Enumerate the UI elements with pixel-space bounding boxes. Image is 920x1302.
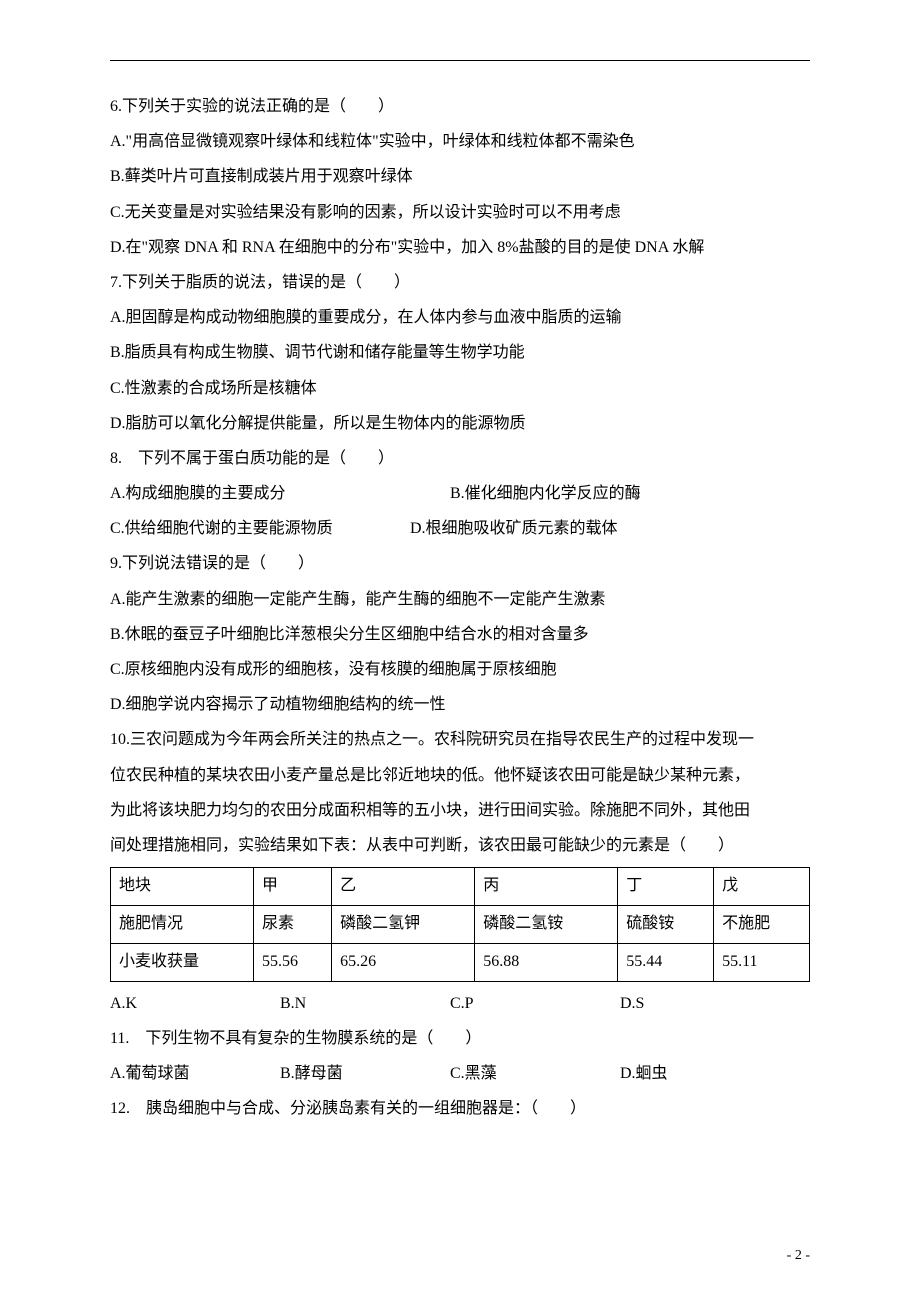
q12-stem: 12. 胰岛细胞中与合成、分泌胰岛素有关的一组细胞器是：（ ）	[110, 1091, 810, 1126]
table-cell: 丙	[475, 868, 618, 906]
q8-option-a: A.构成细胞膜的主要成分	[110, 476, 450, 511]
table-cell: 55.11	[714, 943, 810, 981]
page-number: - 2 -	[787, 1241, 810, 1272]
q9-option-d: D.细胞学说内容揭示了动植物细胞结构的统一性	[110, 687, 810, 722]
q7-stem: 7.下列关于脂质的说法，错误的是（ ）	[110, 265, 810, 300]
q9-option-a: A.能产生激素的细胞一定能产生酶，能产生酶的细胞不一定能产生激素	[110, 582, 810, 617]
table-cell: 磷酸二氢钾	[332, 905, 475, 943]
table-cell: 磷酸二氢铵	[475, 905, 618, 943]
q10-stem-line2: 位农民种植的某块农田小麦产量总是比邻近地块的低。他怀疑该农田可能是缺少某种元素，	[110, 758, 810, 793]
q11-stem: 11. 下列生物不具有复杂的生物膜系统的是（ ）	[110, 1021, 810, 1056]
top-rule	[110, 60, 810, 61]
q10-stem-line1: 10.三农问题成为今年两会所关注的热点之一。农科院研究员在指导农民生产的过程中发…	[110, 722, 810, 757]
q9-option-b: B.休眠的蚕豆子叶细胞比洋葱根尖分生区细胞中结合水的相对含量多	[110, 617, 810, 652]
table-cell: 乙	[332, 868, 475, 906]
q11-option-d: D.蛔虫	[620, 1056, 668, 1091]
table-cell: 甲	[254, 868, 332, 906]
table-cell: 硫酸铵	[618, 905, 714, 943]
table-row: 小麦收获量 55.56 65.26 56.88 55.44 55.11	[111, 943, 810, 981]
table-cell: 55.56	[254, 943, 332, 981]
q6-option-a: A."用高倍显微镜观察叶绿体和线粒体"实验中，叶绿体和线粒体都不需染色	[110, 124, 810, 159]
q10-option-b: B.N	[280, 986, 450, 1021]
table-cell: 丁	[618, 868, 714, 906]
table-row: 施肥情况 尿素 磷酸二氢钾 磷酸二氢铵 硫酸铵 不施肥	[111, 905, 810, 943]
q8-option-c: C.供给细胞代谢的主要能源物质	[110, 511, 410, 546]
q10-option-c: C.P	[450, 986, 620, 1021]
q10-stem-line3: 为此将该块肥力均匀的农田分成面积相等的五小块，进行田间实验。除施肥不同外，其他田	[110, 793, 810, 828]
q8-option-d: D.根细胞吸收矿质元素的载体	[410, 511, 618, 546]
table-cell: 65.26	[332, 943, 475, 981]
q10-options-row: A.K B.N C.P D.S	[110, 986, 810, 1021]
table-cell: 施肥情况	[111, 905, 254, 943]
q10-option-d: D.S	[620, 986, 644, 1021]
page-container: 6.下列关于实验的说法正确的是（ ） A."用高倍显微镜观察叶绿体和线粒体"实验…	[0, 0, 920, 1302]
q7-option-a: A.胆固醇是构成动物细胞膜的重要成分，在人体内参与血液中脂质的运输	[110, 300, 810, 335]
table-cell: 56.88	[475, 943, 618, 981]
table-cell: 戊	[714, 868, 810, 906]
q8-options-row1: A.构成细胞膜的主要成分 B.催化细胞内化学反应的酶	[110, 476, 810, 511]
q9-option-c: C.原核细胞内没有成形的细胞核，没有核膜的细胞属于原核细胞	[110, 652, 810, 687]
table-cell: 地块	[111, 868, 254, 906]
table-cell: 尿素	[254, 905, 332, 943]
q7-option-c: C.性激素的合成场所是核糖体	[110, 371, 810, 406]
q11-option-a: A.葡萄球菌	[110, 1056, 280, 1091]
q10-table: 地块 甲 乙 丙 丁 戊 施肥情况 尿素 磷酸二氢钾 磷酸二氢铵 硫酸铵 不施肥…	[110, 867, 810, 981]
q6-option-d: D.在"观察 DNA 和 RNA 在细胞中的分布"实验中，加入 8%盐酸的目的是…	[110, 230, 810, 265]
q8-options-row2: C.供给细胞代谢的主要能源物质 D.根细胞吸收矿质元素的载体	[110, 511, 810, 546]
q10-stem-line4: 间处理措施相同，实验结果如下表：从表中可判断，该农田最可能缺少的元素是（ ）	[110, 828, 810, 863]
q7-option-d: D.脂肪可以氧化分解提供能量，所以是生物体内的能源物质	[110, 406, 810, 441]
q6-option-c: C.无关变量是对实验结果没有影响的因素，所以设计实验时可以不用考虑	[110, 195, 810, 230]
q8-stem: 8. 下列不属于蛋白质功能的是（ ）	[110, 441, 810, 476]
table-cell: 小麦收获量	[111, 943, 254, 981]
table-cell: 55.44	[618, 943, 714, 981]
q6-option-b: B.藓类叶片可直接制成装片用于观察叶绿体	[110, 159, 810, 194]
q11-options-row: A.葡萄球菌 B.酵母菌 C.黑藻 D.蛔虫	[110, 1056, 810, 1091]
q11-option-b: B.酵母菌	[280, 1056, 450, 1091]
q7-option-b: B.脂质具有构成生物膜、调节代谢和储存能量等生物学功能	[110, 335, 810, 370]
q10-option-a: A.K	[110, 986, 280, 1021]
q8-option-b: B.催化细胞内化学反应的酶	[450, 476, 641, 511]
table-row: 地块 甲 乙 丙 丁 戊	[111, 868, 810, 906]
q9-stem: 9.下列说法错误的是（ ）	[110, 546, 810, 581]
table-cell: 不施肥	[714, 905, 810, 943]
q11-option-c: C.黑藻	[450, 1056, 620, 1091]
q6-stem: 6.下列关于实验的说法正确的是（ ）	[110, 89, 810, 124]
